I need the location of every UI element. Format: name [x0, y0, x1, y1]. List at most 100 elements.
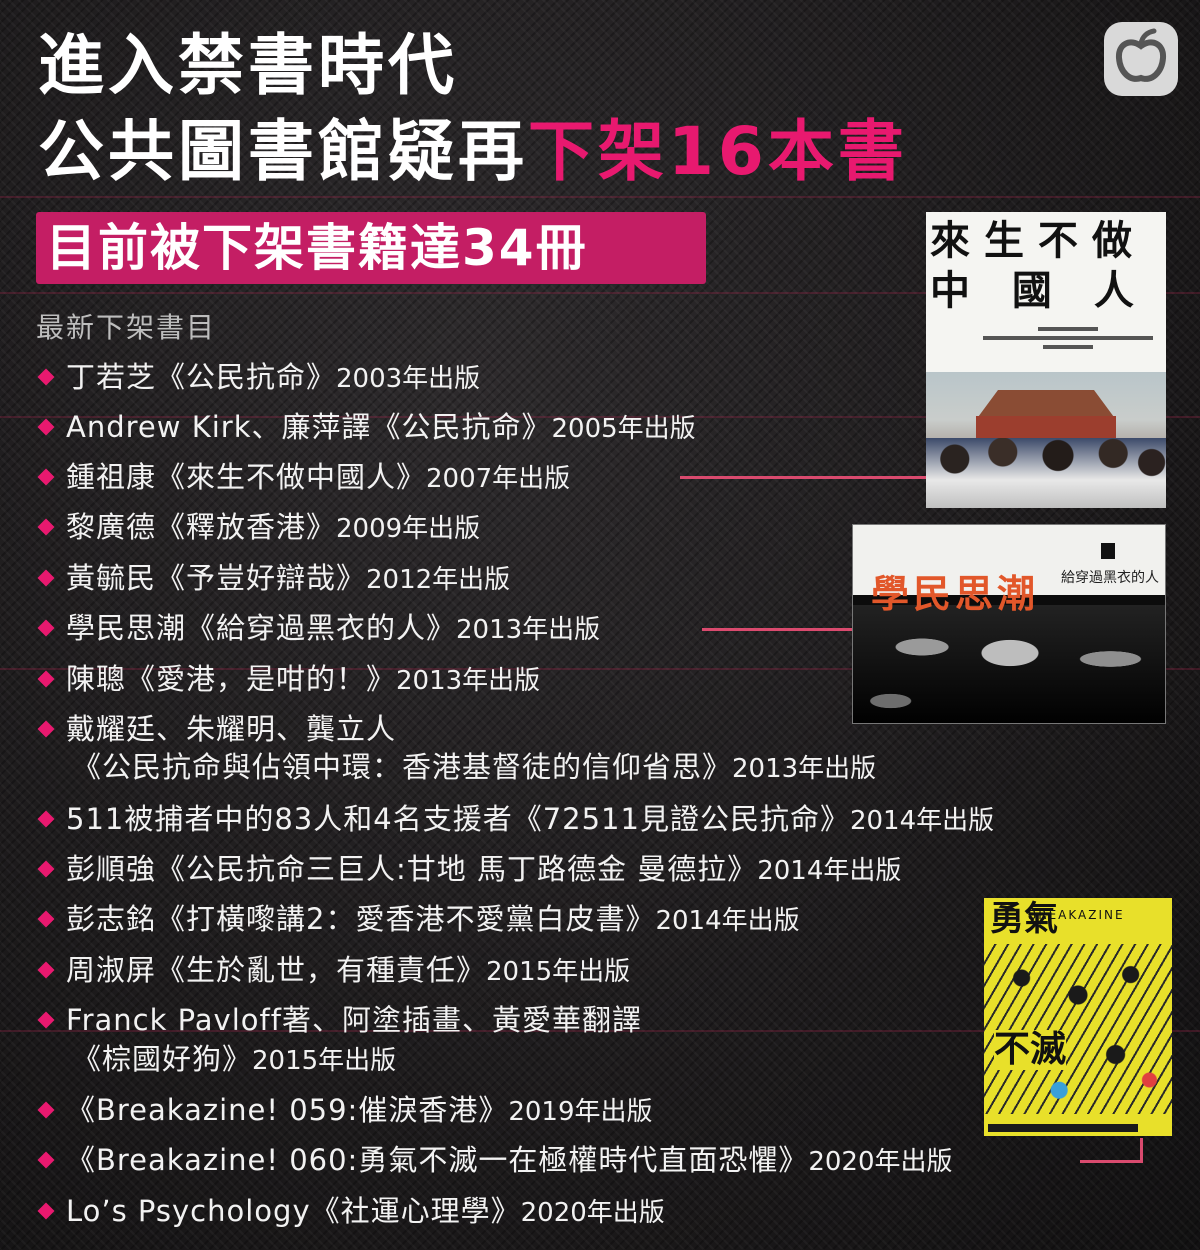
diamond-bullet-icon	[37, 910, 55, 927]
book-title: 《Breakazine! 060:勇氣不滅一在極權時代直面恐懼》	[66, 1143, 809, 1177]
book-title: 彭順強《公民抗命三巨人:甘地 馬丁路德金 曼德拉》	[66, 852, 758, 886]
connector-line	[1080, 1160, 1143, 1163]
book-title: 陳聰《愛港，是咁的！》	[66, 662, 397, 696]
diamond-bullet-icon	[37, 720, 55, 737]
list-item: 黃毓民《予豈好辯哉》2012年出版	[37, 559, 511, 599]
headline-line1: 進入禁書時代	[38, 27, 458, 104]
diamond-bullet-icon	[37, 518, 55, 535]
book-year: 2020年出版	[520, 1198, 665, 1228]
palace-hall	[976, 416, 1116, 440]
diamond-bullet-icon	[37, 860, 55, 877]
list-item: 彭志銘《打橫嚟講2：愛香港不愛黨白皮書》2014年出版	[37, 900, 800, 940]
cover-photo	[853, 605, 1165, 723]
list-item: 周淑屏《生於亂世，有種責任》2015年出版	[37, 951, 631, 991]
cover-title-line1: 來生不做	[930, 217, 1146, 264]
connector-line	[702, 628, 852, 631]
book-year: 2013年出版	[396, 666, 541, 696]
book-title: 《Breakazine! 059:催淚香港》	[66, 1093, 509, 1127]
apple-logo-icon	[1104, 22, 1178, 96]
list-item: 彭順強《公民抗命三巨人:甘地 馬丁路德金 曼德拉》2014年出版	[37, 850, 902, 890]
cover-credits	[978, 322, 1158, 362]
cover-brand: BREAKAZINE	[1028, 908, 1125, 922]
book-title: 學民思潮《給穿過黑衣的人》	[66, 611, 457, 645]
guide-line	[0, 196, 1200, 198]
book-year: 2015年出版	[252, 1046, 397, 1076]
banner-text: 目前被下架書籍達34冊	[46, 219, 588, 277]
book-year: 2019年出版	[508, 1097, 653, 1127]
diamond-bullet-icon	[37, 961, 55, 978]
book-year: 2013年出版	[456, 615, 601, 645]
diamond-bullet-icon	[37, 368, 55, 385]
list-item: 511被捕者中的83人和4名支援者《72511見證公民抗命》2014年出版	[37, 800, 995, 840]
cover-footer	[988, 1124, 1138, 1132]
cover-title-line2: 中 國 人	[930, 267, 1148, 314]
book-title: 511被捕者中的83人和4名支援者《72511見證公民抗命》	[66, 802, 850, 836]
cover-title: 來生不做中 國 人	[930, 216, 1148, 316]
book-cover-image: 給穿過黑衣的人 學民思潮	[852, 524, 1166, 724]
book-authors: Franck Pavloff著、阿塗插畫、黃愛華翻譯	[66, 1003, 642, 1037]
book-year: 2014年出版	[757, 856, 902, 886]
book-title: 黎廣德《釋放香港》	[66, 510, 337, 544]
diamond-bullet-icon	[37, 1101, 55, 1118]
list-item: 鍾祖康《來生不做中國人》2007年出版	[37, 458, 571, 498]
book-year: 2007年出版	[426, 464, 571, 494]
diamond-bullet-icon	[37, 418, 55, 435]
list-item: Lo’s Psychology《社運心理學》2020年出版	[37, 1192, 665, 1232]
diamond-bullet-icon	[37, 619, 55, 636]
list-item: 黎廣德《釋放香港》2009年出版	[37, 508, 481, 548]
list-item: 丁若芝《公民抗命》2003年出版	[37, 358, 480, 398]
total-banned-banner: 目前被下架書籍達34冊	[36, 212, 706, 284]
book-year: 2014年出版	[849, 806, 995, 836]
book-authors: 戴耀廷、朱耀明、龔立人	[66, 712, 397, 746]
book-year: 2020年出版	[808, 1147, 953, 1177]
connector-line	[680, 476, 926, 479]
connector-line	[1140, 1138, 1143, 1162]
palace-roof	[978, 390, 1114, 416]
list-item: 《Breakazine! 059:催淚香港》2019年出版	[37, 1091, 653, 1131]
cover-illustration	[984, 944, 1172, 1114]
cover-title: 不滅	[994, 1029, 1067, 1070]
diamond-bullet-icon	[37, 810, 55, 827]
guide-line	[0, 292, 1200, 294]
book-year: 2012年出版	[366, 565, 511, 595]
shirt-icon	[1101, 543, 1115, 559]
diamond-bullet-icon	[37, 569, 55, 586]
list-item: Andrew Kirk、廉萍譯《公民抗命》2005年出版	[37, 408, 696, 448]
book-title: Lo’s Psychology《社運心理學》	[66, 1194, 521, 1228]
diamond-bullet-icon	[37, 670, 55, 687]
list-heading: 最新下架書目	[36, 311, 217, 344]
list-item: 戴耀廷、朱耀明、龔立人	[37, 710, 397, 748]
book-year: 2015年出版	[486, 957, 631, 987]
diamond-bullet-icon	[37, 1011, 55, 1028]
book-title: 鍾祖康《來生不做中國人》	[66, 460, 427, 494]
cover-subtitle: 給穿過黑衣的人	[1061, 570, 1159, 586]
book-year: 2009年出版	[336, 514, 481, 544]
diamond-bullet-icon	[37, 1202, 55, 1219]
cover-top	[853, 525, 1165, 595]
book-cover-image: 來生不做中 國 人	[926, 212, 1166, 508]
cover-title: 學民思潮	[871, 571, 1040, 616]
diamond-bullet-icon	[37, 468, 55, 485]
book-title: 《棕國好狗》	[72, 1042, 253, 1076]
book-title: Andrew Kirk、廉萍譯《公民抗命》	[66, 410, 552, 444]
book-title: 丁若芝《公民抗命》	[66, 360, 337, 394]
list-item: 陳聰《愛港，是咁的！》2013年出版	[37, 660, 541, 700]
crowd	[926, 438, 1166, 508]
book-cover-image: 勇氣 BREAKAZINE 不滅	[984, 898, 1172, 1136]
guide-line	[0, 416, 1200, 418]
book-title: 黃毓民《予豈好辯哉》	[66, 561, 367, 595]
guide-line	[0, 1030, 1200, 1032]
book-year: 2013年出版	[732, 754, 877, 784]
book-title: 周淑屏《生於亂世，有種責任》	[66, 953, 487, 987]
headline-highlight: 下架16本書	[528, 113, 908, 190]
list-item-continuation: 《棕國好狗》2015年出版	[72, 1040, 396, 1080]
list-item-continuation: 《公民抗命與佔領中環：香港基督徒的信仰省思》2013年出版	[72, 748, 876, 788]
list-item: Franck Pavloff著、阿塗插畫、黃愛華翻譯	[37, 1001, 642, 1039]
list-item: 學民思潮《給穿過黑衣的人》2013年出版	[37, 609, 601, 649]
diamond-bullet-icon	[37, 1151, 55, 1168]
list-item: 《Breakazine! 060:勇氣不滅一在極權時代直面恐懼》2020年出版	[37, 1141, 953, 1181]
book-year: 2005年出版	[551, 414, 696, 444]
book-title: 《公民抗命與佔領中環：香港基督徒的信仰省思》	[72, 750, 733, 784]
headline-line2-prefix: 公共圖書館疑再	[38, 113, 528, 190]
headline-line2: 公共圖書館疑再下架16本書	[38, 112, 908, 192]
